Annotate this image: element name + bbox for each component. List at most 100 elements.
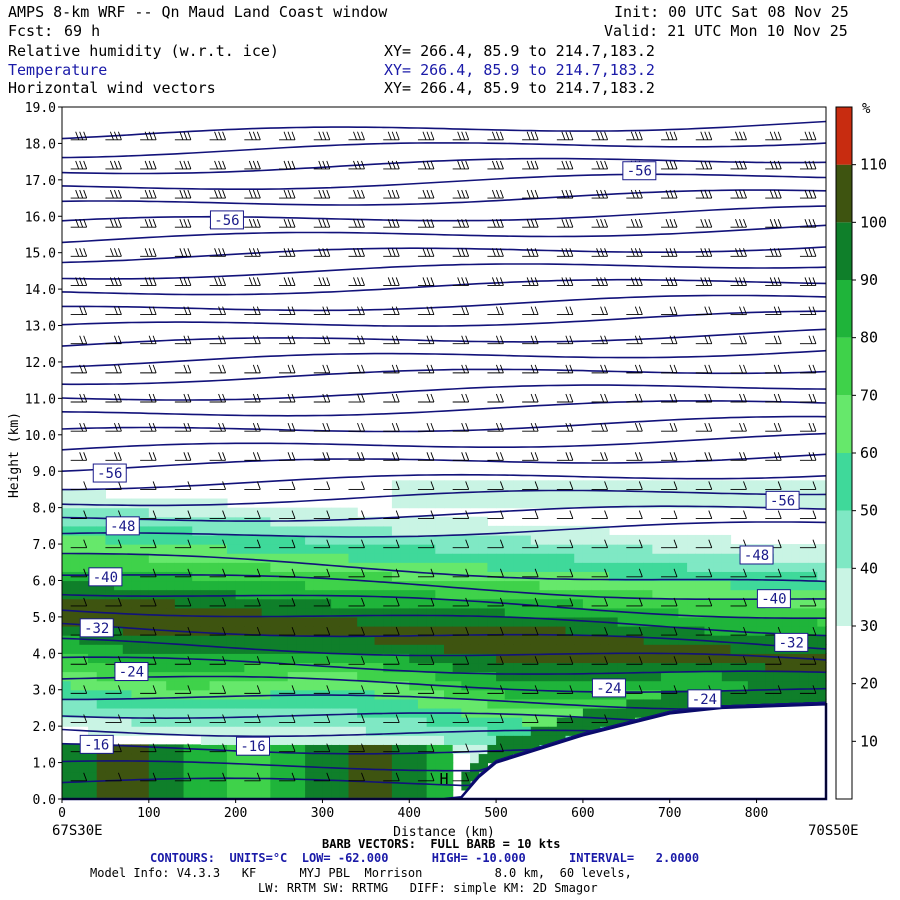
barb-flag bbox=[361, 685, 365, 694]
barb-flag bbox=[326, 131, 331, 140]
rh-cell bbox=[339, 653, 350, 664]
rh-cell bbox=[565, 626, 575, 636]
barb-flag bbox=[322, 335, 327, 344]
rh-cell bbox=[730, 598, 740, 609]
rh-cell bbox=[357, 544, 367, 554]
wind-barb bbox=[383, 539, 400, 549]
rh-cell bbox=[661, 544, 671, 554]
rh-cell bbox=[652, 498, 662, 509]
rh-cell bbox=[166, 507, 176, 518]
wind-barb bbox=[522, 393, 539, 403]
rh-cell bbox=[574, 544, 584, 554]
rh-cell bbox=[765, 607, 775, 618]
wind-barb bbox=[140, 189, 157, 199]
rh-cell bbox=[79, 544, 89, 554]
rh-cell bbox=[305, 726, 315, 736]
rh-cell bbox=[183, 698, 193, 709]
rh-cell bbox=[374, 753, 384, 764]
rh-cell bbox=[669, 635, 680, 645]
rh-cell bbox=[114, 753, 124, 764]
rh-cell bbox=[817, 635, 827, 645]
rh-cell bbox=[687, 571, 697, 582]
barb-flag bbox=[252, 219, 257, 228]
barb-flag bbox=[322, 364, 327, 374]
rh-cell bbox=[261, 698, 271, 709]
rh-cell bbox=[435, 616, 445, 627]
rh-cell bbox=[608, 662, 619, 673]
rh-cell bbox=[539, 534, 549, 545]
rh-cell bbox=[365, 726, 376, 736]
barb-flag bbox=[638, 539, 643, 548]
wind-barb bbox=[417, 568, 435, 578]
wind-barb bbox=[661, 393, 678, 403]
rh-cell bbox=[157, 726, 167, 736]
rh-cell bbox=[695, 616, 706, 627]
rh-cell bbox=[261, 753, 271, 764]
barb-flag bbox=[669, 306, 674, 315]
rh-cell bbox=[782, 616, 792, 627]
rh-cell bbox=[279, 644, 289, 654]
barb-flag bbox=[638, 656, 643, 665]
rh-cell bbox=[478, 635, 489, 645]
barb-flag bbox=[187, 422, 192, 432]
isotherm-label-text: -48 bbox=[110, 519, 135, 535]
rh-cell bbox=[192, 525, 202, 536]
rh-cell bbox=[643, 598, 653, 609]
barb-flag bbox=[357, 364, 361, 374]
barb-flag bbox=[600, 335, 605, 344]
barb-flag bbox=[735, 277, 739, 286]
rh-cell bbox=[226, 662, 237, 673]
rh-cell bbox=[452, 671, 462, 682]
barb-flag bbox=[113, 422, 118, 432]
rh-cell bbox=[296, 753, 306, 764]
rh-cell bbox=[522, 698, 532, 709]
rh-cell bbox=[166, 717, 176, 727]
rh-cell bbox=[331, 707, 341, 718]
rh-cell bbox=[140, 753, 150, 764]
rh-cell bbox=[218, 616, 228, 627]
rh-cell bbox=[383, 753, 393, 764]
rh-cell bbox=[157, 789, 167, 800]
barb-flag bbox=[569, 626, 574, 636]
rh-cell bbox=[452, 562, 462, 572]
barb-flag bbox=[148, 277, 153, 286]
wind-barb bbox=[313, 248, 331, 257]
rh-cell bbox=[209, 507, 219, 518]
rh-cell bbox=[226, 689, 237, 700]
rh-cell bbox=[417, 753, 428, 764]
rh-cell bbox=[313, 744, 324, 755]
rh-cell bbox=[348, 735, 358, 745]
rh-cell bbox=[287, 753, 298, 764]
rh-cell bbox=[383, 762, 393, 773]
rh-cell bbox=[470, 598, 480, 609]
rh-cell bbox=[122, 580, 133, 591]
rh-cell bbox=[556, 607, 567, 618]
rh-cell bbox=[747, 671, 758, 682]
rh-cell bbox=[704, 544, 714, 554]
wind-barb bbox=[591, 452, 609, 461]
wind-barb bbox=[348, 422, 365, 432]
wind-barb bbox=[105, 248, 122, 257]
wind-barb bbox=[383, 714, 400, 723]
rh-cell bbox=[166, 744, 176, 755]
rh-cell bbox=[799, 689, 810, 700]
rh-cell bbox=[426, 553, 436, 563]
wind-barb bbox=[313, 743, 331, 753]
rh-cell bbox=[244, 626, 254, 636]
barb-flag bbox=[83, 277, 88, 286]
barb-flag bbox=[83, 539, 88, 548]
rh-cell bbox=[114, 707, 124, 718]
rh-cell bbox=[296, 662, 306, 673]
rh-cell bbox=[452, 589, 462, 600]
rh-cell bbox=[400, 534, 410, 545]
rh-cell bbox=[200, 698, 211, 709]
rh-cell bbox=[374, 744, 384, 755]
rh-cell bbox=[539, 735, 549, 745]
rh-cell bbox=[626, 562, 636, 572]
y-tick-label: 9.0 bbox=[33, 465, 56, 480]
rh-cell bbox=[296, 562, 306, 572]
rh-cell bbox=[79, 562, 89, 572]
barb-flag bbox=[218, 364, 223, 374]
rh-cell bbox=[183, 580, 193, 591]
rh-cell bbox=[721, 498, 732, 509]
